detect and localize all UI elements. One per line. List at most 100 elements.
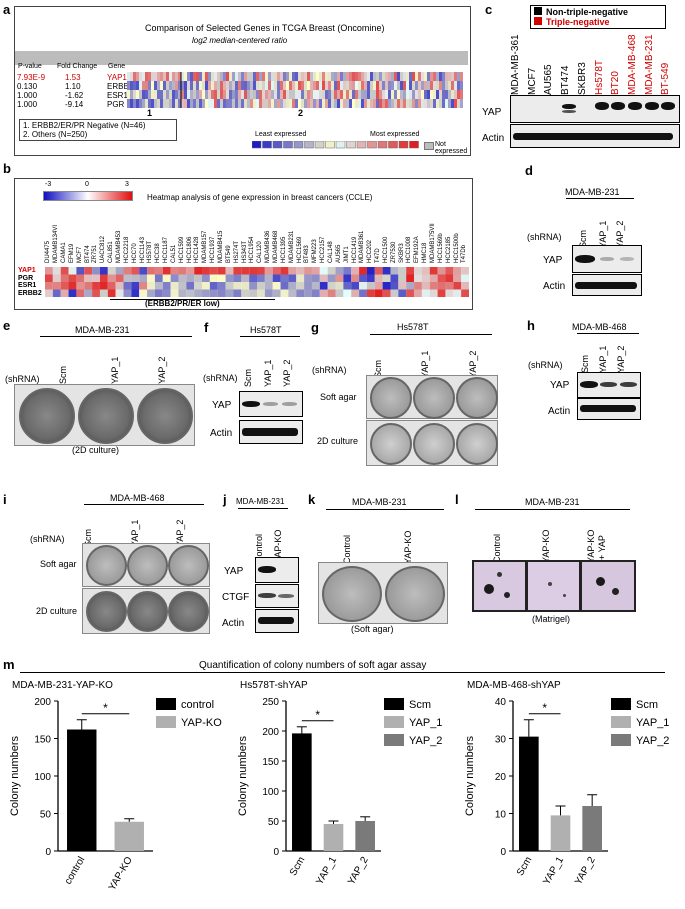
panel-f-row-actin: Actin [210, 428, 233, 439]
y-tick-label: 100 [262, 787, 279, 798]
heat-cell [328, 72, 331, 81]
cell-line-label: HCC2185 [445, 236, 452, 263]
heat-cell [436, 90, 439, 99]
ccle-cell [319, 274, 328, 282]
panel-d-label: d [525, 163, 533, 178]
heat-cell [346, 99, 349, 108]
heat-cell [379, 72, 382, 81]
ccle-cell [194, 274, 203, 282]
ccle-cell [429, 267, 438, 275]
heat-cell [352, 72, 355, 81]
heat-cell [220, 90, 223, 99]
ccle-cell [170, 267, 179, 275]
panel-c-row-actin: Actin [482, 133, 505, 144]
heat-cell [235, 72, 238, 81]
heat-cell [289, 72, 292, 81]
cell-line-label: MCF7 [76, 246, 83, 263]
heat-cell [400, 72, 403, 81]
ccle-cell [162, 267, 171, 275]
heat-cell [139, 90, 142, 99]
ccle-cell [186, 282, 195, 290]
ccle-cell [366, 274, 375, 282]
panel-j-cell: MDA-MB-231 [236, 497, 285, 506]
oncomine-cell-fc: 1.53 [65, 73, 81, 82]
legend-swatch [611, 698, 631, 710]
cell-line-label: HCC1419 [351, 236, 358, 263]
heat-cell [355, 99, 358, 108]
panel-h-label: h [527, 318, 535, 333]
ccle-cell [304, 289, 312, 297]
heat-cell [139, 72, 142, 81]
heat-cell [349, 90, 352, 99]
ccle-heatmap [45, 267, 469, 297]
tn-legend: Non-triple-negative Triple-negative [530, 5, 666, 29]
ccle-cell [461, 289, 469, 297]
ccle-cell [359, 289, 367, 297]
panel-e-plate [14, 384, 195, 446]
heat-cell [403, 99, 406, 108]
heat-cell [274, 72, 277, 81]
heat-cell [247, 81, 250, 90]
heat-cell [406, 90, 409, 99]
ccle-cell [209, 267, 218, 275]
heat-cell [136, 81, 139, 90]
panel-h-actin-blot [577, 398, 641, 420]
panel-d-row-yap: YAP [543, 255, 563, 266]
ccle-cell [217, 267, 226, 275]
scale-mid: 0 [85, 181, 89, 188]
heat-cell [190, 90, 193, 99]
scale-swatch [293, 141, 304, 149]
ccle-cell [272, 274, 281, 282]
panel-e-dish-3 [137, 388, 193, 444]
heat-cell [265, 99, 268, 108]
ccle-cell [461, 274, 469, 282]
heat-cell [307, 90, 310, 99]
ccle-cell [461, 282, 469, 290]
y-tick-label: 150 [262, 757, 279, 768]
heat-cell [154, 99, 157, 108]
cell-line-label: MDAMB468 [272, 230, 279, 263]
heat-cell [337, 99, 340, 108]
heat-cell [136, 99, 139, 108]
heat-cell [247, 90, 250, 99]
heat-cell [424, 81, 427, 90]
heat-cell [373, 90, 376, 99]
panel-h-lane-1: Scm [580, 355, 590, 373]
heat-cell [382, 99, 385, 108]
heat-cell [322, 72, 325, 81]
group-legend-1: 1. ERBB2/ER/PR Negative (N=46) [23, 121, 146, 130]
heat-cell [313, 99, 316, 108]
ccle-gene-erbb2: ERBB2 [18, 289, 42, 297]
heat-cell [424, 99, 427, 108]
heat-cell [367, 99, 370, 108]
heat-cell [310, 90, 313, 99]
heat-cell [406, 99, 409, 108]
heat-cell [208, 99, 211, 108]
ccle-cell [45, 289, 53, 297]
heat-cell [313, 72, 316, 81]
panel-c-lane-label: MDA-MB-361 [510, 34, 521, 95]
heat-cell [340, 99, 343, 108]
ccle-cell [241, 282, 250, 290]
ccle-cell [68, 282, 77, 290]
y-tick-label: 200 [262, 727, 279, 738]
heat-cell [193, 99, 196, 108]
heat-cell [346, 90, 349, 99]
panel-d-lane-2: YAP_1 [598, 220, 608, 248]
panel-k-lane-1: Control [342, 534, 352, 564]
cell-line-label: HCC1500 [382, 236, 389, 263]
ccle-cell [280, 289, 289, 297]
panel-d-shrna: (shRNA) [527, 232, 562, 242]
ccle-cell [131, 289, 140, 297]
heat-cell [370, 72, 373, 81]
heat-cell [220, 99, 223, 108]
heat-cell [175, 81, 178, 90]
heat-cell [343, 99, 346, 108]
panel-j-line [238, 508, 288, 509]
oncomine-cell-p: 1.000 [17, 91, 38, 100]
ccle-cell [359, 282, 367, 290]
heat-cell [259, 81, 262, 90]
panel-f-row-yap: YAP [212, 400, 232, 411]
ccle-cell [280, 282, 289, 290]
heat-cell [187, 81, 190, 90]
